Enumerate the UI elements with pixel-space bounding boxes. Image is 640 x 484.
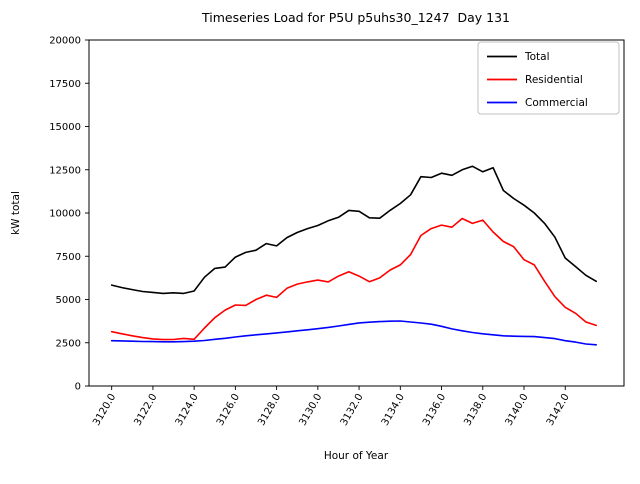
y-tick-label: 10000 [49,209,81,220]
x-axis-label: Hour of Year [324,450,389,462]
y-axis-label: kW total [10,191,22,235]
legend-box [477,41,620,115]
y-tick-label: 5000 [56,295,81,306]
series-line-total [110,165,598,295]
series-line-commercial [110,320,598,346]
series-lines [110,165,598,346]
y-tick-label: 0 [75,382,81,393]
legend-label-commercial: Commercial [525,97,588,109]
legend-label-residential: Residential [525,74,583,86]
y-tick-label: 2500 [56,338,81,349]
y-tick-label: 20000 [49,36,81,47]
y-tick-label: 17500 [49,79,81,90]
y-axis-ticks: 0 2500 5000 7500 10000 12500 15000 17500 20000 [49,36,89,393]
legend: Total Residential Commercial [477,41,620,115]
y-tick-label: 15000 [49,122,81,133]
series-line-residential [110,217,598,341]
legend-label-total: Total [524,51,550,63]
chart-title: Timeseries Load for P5U p5uhs30_1247 Day… [201,10,510,25]
y-tick-label: 12500 [49,165,81,176]
y-tick-label: 7500 [56,252,81,263]
